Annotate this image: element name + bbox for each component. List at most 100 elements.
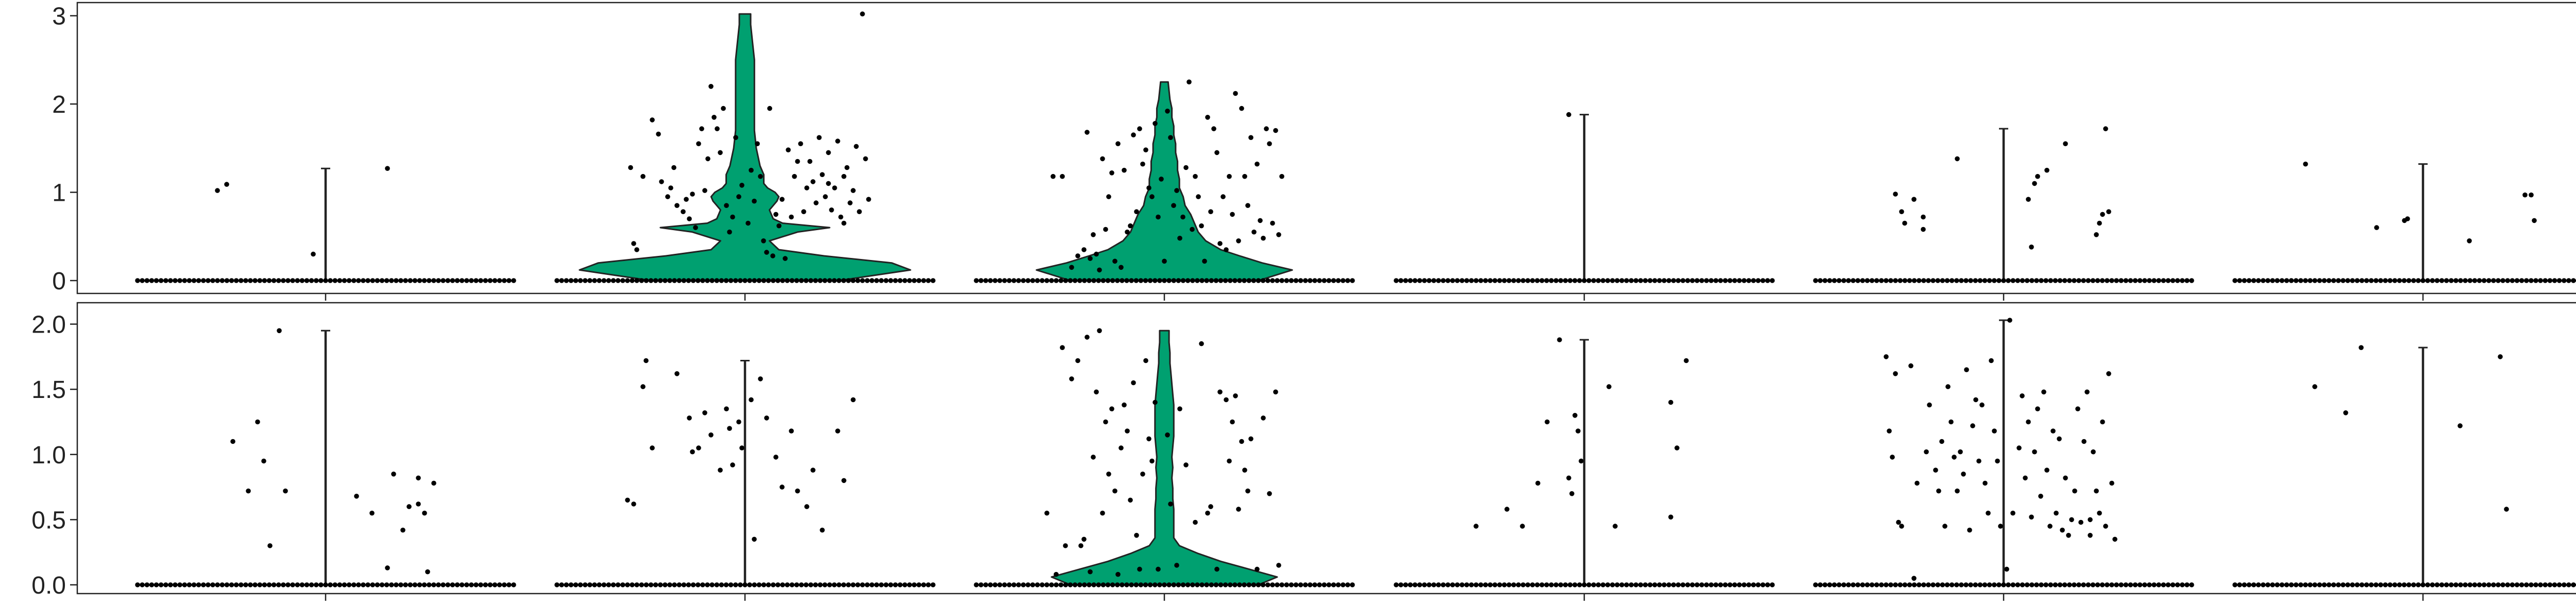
zero-point	[266, 582, 272, 587]
data-point	[770, 253, 775, 258]
data-point	[261, 458, 266, 464]
zero-point	[930, 278, 936, 283]
zero-point	[1040, 582, 1045, 587]
zero-point	[2015, 278, 2021, 283]
zero-point	[1317, 278, 1322, 283]
zero-point	[440, 582, 446, 587]
zero-point	[2359, 582, 2365, 587]
zero-point	[2308, 582, 2313, 587]
zero-point	[874, 582, 879, 587]
zero-point	[346, 582, 352, 587]
zero-point	[2010, 278, 2016, 283]
zero-point	[752, 278, 757, 283]
zero-point	[827, 278, 833, 283]
zero-point	[445, 582, 451, 587]
zero-point	[1011, 582, 1016, 587]
data-point	[1193, 519, 1198, 525]
zero-point	[2434, 582, 2440, 587]
zero-point	[2547, 278, 2553, 283]
zero-point	[1483, 278, 1488, 283]
zero-point	[738, 278, 743, 283]
zero-point	[398, 278, 403, 283]
zero-point	[2242, 582, 2247, 587]
zero-point	[1341, 582, 1346, 587]
zero-point	[1040, 278, 1045, 283]
zero-point	[568, 582, 574, 587]
zero-point	[2529, 278, 2534, 283]
zero-point	[2081, 278, 2086, 283]
zero-point	[2029, 582, 2035, 587]
zero-point	[473, 582, 479, 587]
zero-point	[681, 278, 687, 283]
zero-point	[2123, 582, 2129, 587]
data-point	[1094, 251, 1099, 257]
zero-point	[865, 278, 870, 283]
zero-point	[210, 278, 215, 283]
zero-point	[1973, 582, 1978, 587]
zero-point	[290, 278, 295, 283]
zero-point	[728, 278, 734, 283]
zero-point	[2434, 278, 2440, 283]
data-point	[1668, 399, 1673, 405]
data-point	[385, 565, 390, 570]
zero-point	[1732, 278, 1737, 283]
data-point	[1183, 462, 1189, 467]
zero-point	[1558, 582, 1564, 587]
data-point	[634, 247, 639, 252]
zero-point	[478, 278, 483, 283]
zero-point	[1765, 278, 1770, 283]
zero-point	[1270, 582, 1275, 587]
zero-point	[2458, 582, 2463, 587]
data-point	[1122, 402, 1127, 408]
zero-point	[2261, 582, 2266, 587]
data-point	[2103, 524, 2108, 529]
zero-point	[346, 278, 352, 283]
zero-point	[497, 582, 502, 587]
zero-point	[1284, 278, 1290, 283]
zero-point	[1657, 582, 1662, 587]
zero-point	[1535, 582, 1540, 587]
data-point	[369, 510, 375, 516]
data-point	[674, 203, 680, 209]
zero-point	[1237, 582, 1242, 587]
zero-point	[902, 582, 908, 587]
data-point	[1566, 112, 1571, 117]
data-point	[1088, 569, 1093, 575]
zero-point	[1638, 582, 1643, 587]
zero-point	[733, 582, 738, 587]
zero-point	[2072, 582, 2077, 587]
zero-point	[1345, 582, 1350, 587]
zero-point	[1199, 582, 1205, 587]
zero-point	[1642, 582, 1648, 587]
zero-point	[1954, 582, 1959, 587]
zero-point	[1741, 582, 1747, 587]
zero-point	[789, 582, 795, 587]
zero-point	[469, 582, 474, 587]
zero-point	[742, 582, 748, 587]
zero-point	[2571, 278, 2576, 283]
data-point	[1896, 519, 1901, 525]
data-point	[690, 449, 695, 455]
zero-point	[2552, 582, 2557, 587]
zero-point	[2170, 582, 2176, 587]
zero-point	[2331, 582, 2336, 587]
zero-point	[1992, 582, 1997, 587]
zero-point	[1577, 278, 1582, 283]
zero-point	[578, 582, 583, 587]
zero-point	[1298, 278, 1303, 283]
zero-point	[1917, 582, 1922, 587]
zero-point	[1770, 582, 1775, 587]
data-point	[681, 209, 686, 215]
data-point	[1884, 354, 1889, 359]
zero-point	[177, 582, 182, 587]
data-point	[2405, 216, 2410, 221]
zero-point	[1737, 278, 1742, 283]
data-point	[1233, 91, 1238, 96]
zero-point	[615, 278, 621, 283]
data-point	[425, 569, 430, 575]
zero-point	[1091, 278, 1096, 283]
data-point	[687, 415, 692, 421]
zero-point	[210, 582, 215, 587]
zero-point	[1204, 582, 1209, 587]
data-point	[817, 135, 822, 141]
